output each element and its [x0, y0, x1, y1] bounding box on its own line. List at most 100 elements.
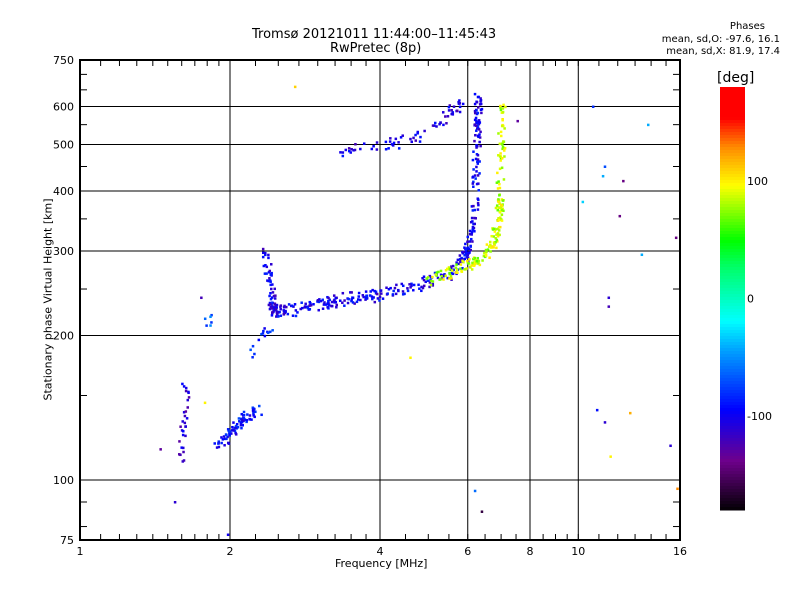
colorbar-segment: [720, 126, 745, 130]
data-point: [464, 268, 467, 271]
y-tick-label: 600: [53, 101, 74, 114]
data-point: [187, 391, 190, 395]
data-point: [412, 136, 415, 140]
data-point: [294, 309, 298, 312]
colorbar-segment: [720, 141, 745, 145]
colorbar-segment: [720, 390, 745, 394]
data-point: [466, 256, 470, 259]
data-point: [433, 121, 437, 125]
colorbar-segment: [720, 276, 745, 280]
colorbar-segment: [720, 240, 745, 244]
data-point: [458, 254, 462, 257]
data-point: [251, 356, 254, 359]
data-point: [490, 234, 493, 238]
data-point: [461, 102, 465, 106]
data-point: [436, 276, 440, 280]
data-point: [501, 156, 504, 160]
colorbar-segment: [720, 420, 745, 424]
data-point: [449, 274, 453, 278]
x-tick-label: 8: [527, 545, 534, 558]
colorbar-label: [deg]: [717, 70, 755, 86]
data-point: [263, 327, 266, 330]
colorbar-segment: [720, 117, 745, 121]
data-point: [290, 304, 294, 308]
colorbar-segment: [720, 204, 745, 208]
data-point: [669, 444, 672, 448]
data-point: [279, 305, 282, 308]
data-point: [495, 181, 499, 184]
colorbar-segment: [720, 246, 745, 250]
data-point: [240, 420, 244, 424]
data-point: [423, 129, 426, 133]
data-point: [501, 199, 505, 202]
colorbar-segment: [720, 294, 745, 298]
data-point: [428, 281, 432, 284]
data-point: [395, 283, 398, 287]
data-point: [410, 282, 413, 286]
data-point: [464, 248, 468, 251]
data-point: [476, 160, 479, 163]
data-point: [433, 124, 436, 127]
data-point: [309, 304, 313, 307]
data-point: [416, 132, 419, 135]
data-point: [261, 332, 265, 335]
data-point: [266, 279, 269, 282]
data-point: [389, 286, 392, 290]
data-point: [185, 417, 189, 420]
data-point: [352, 149, 355, 152]
data-point: [379, 289, 383, 292]
data-point: [476, 174, 480, 177]
colorbar-segment: [720, 348, 745, 352]
data-point: [498, 218, 501, 222]
data-point: [444, 274, 447, 278]
colorbar-segment: [720, 180, 745, 184]
data-point: [235, 422, 239, 426]
data-point: [397, 289, 400, 293]
data-point: [234, 424, 238, 428]
data-point: [478, 133, 481, 136]
data-point: [182, 430, 185, 433]
data-point: [442, 123, 445, 127]
data-point: [477, 119, 481, 122]
data-point: [335, 306, 338, 309]
data-point: [473, 261, 476, 264]
colorbar-segment: [720, 189, 745, 193]
data-point: [243, 418, 247, 421]
data-point: [470, 205, 474, 208]
data-point: [184, 410, 188, 413]
data-point: [372, 296, 375, 299]
colorbar-segment: [720, 225, 745, 229]
data-point: [456, 271, 459, 274]
data-point: [347, 149, 351, 153]
colorbar-segment: [720, 138, 745, 142]
data-point: [475, 170, 478, 173]
data-point: [365, 297, 368, 300]
colorbar-segment: [720, 369, 745, 373]
colorbar-segment: [720, 375, 745, 379]
data-point: [217, 440, 221, 443]
data-point: [428, 285, 431, 289]
data-point: [495, 204, 499, 207]
x-tick-label: 10: [571, 545, 585, 558]
data-point: [242, 410, 246, 414]
data-point: [676, 487, 679, 491]
data-point: [393, 286, 397, 290]
data-point: [473, 216, 476, 220]
data-point: [472, 185, 475, 188]
y-tick-label: 300: [53, 245, 74, 258]
colorbar-segment: [720, 255, 745, 259]
data-point: [370, 295, 374, 298]
data-point: [273, 297, 277, 300]
data-point: [260, 413, 263, 417]
data-point: [466, 253, 470, 257]
data-point: [237, 417, 241, 420]
data-point: [471, 220, 474, 223]
data-point: [373, 289, 376, 293]
data-point: [495, 233, 498, 236]
colorbar-segment: [720, 207, 745, 211]
data-point: [384, 140, 388, 144]
data-point: [435, 271, 439, 274]
data-point: [472, 150, 475, 153]
data-point: [450, 269, 454, 272]
data-point: [447, 105, 451, 109]
